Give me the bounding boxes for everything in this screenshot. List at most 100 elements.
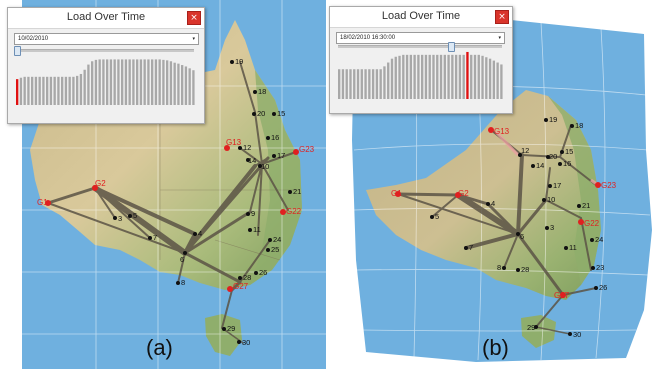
load-bar [49, 76, 53, 105]
load-bar [154, 59, 158, 105]
svg-text:15: 15 [277, 109, 285, 118]
svg-text:11: 11 [253, 225, 261, 234]
svg-text:G13: G13 [226, 138, 242, 147]
close-button[interactable]: × [187, 11, 201, 25]
load-bar [447, 54, 450, 99]
svg-text:6: 6 [180, 255, 184, 264]
time-slider-thumb[interactable] [14, 46, 21, 56]
load-bar [38, 76, 41, 105]
load-bar [402, 54, 405, 99]
load-bar [91, 61, 94, 105]
load-bar [458, 54, 462, 99]
load-bar [98, 59, 101, 105]
load-bar [432, 54, 435, 99]
svg-text:G22: G22 [286, 207, 302, 216]
svg-text:23: 23 [596, 263, 604, 272]
mainland [366, 90, 601, 300]
load-bar [27, 76, 30, 105]
svg-text:29: 29 [527, 323, 535, 332]
date-dropdown[interactable]: 10/02/2010 ▾ [14, 33, 199, 45]
load-bar-chart [338, 51, 504, 99]
svg-text:17: 17 [277, 151, 285, 160]
figure-caption-a: (a) [146, 335, 173, 360]
svg-text:G1: G1 [37, 198, 48, 207]
load-bar [139, 59, 143, 105]
load-bar [405, 54, 409, 99]
figure-caption-b: (b) [482, 335, 509, 360]
svg-text:17: 17 [553, 181, 561, 190]
svg-text:7: 7 [469, 243, 473, 252]
load-bar [177, 63, 180, 105]
window-titlebar[interactable]: Load Over Time × [8, 8, 204, 29]
load-bar [375, 69, 379, 99]
load-bar [136, 59, 139, 105]
load-bar [102, 59, 105, 105]
load-bar [19, 77, 23, 105]
svg-text:14: 14 [536, 161, 544, 170]
load-bar [485, 57, 488, 99]
tasmania [205, 314, 242, 356]
load-bar [390, 58, 394, 99]
svg-text:19: 19 [549, 115, 557, 124]
load-bar [158, 59, 161, 105]
svg-text:10: 10 [547, 195, 555, 204]
load-bar [76, 75, 79, 105]
load-bar [364, 69, 367, 99]
svg-text:4: 4 [198, 229, 202, 238]
load-bar [428, 54, 431, 99]
load-bar [46, 76, 49, 105]
load-bar [169, 61, 173, 105]
svg-text:20: 20 [549, 152, 557, 161]
load-bar [83, 69, 86, 105]
close-button[interactable]: × [495, 10, 509, 24]
svg-text:G27: G27 [554, 291, 570, 300]
time-slider-thumb[interactable] [448, 42, 455, 52]
svg-text:G27: G27 [233, 282, 249, 291]
svg-text:14: 14 [248, 156, 256, 165]
load-bar-current [16, 79, 19, 105]
load-bar [57, 76, 60, 105]
load-bar-current [466, 51, 469, 99]
load-bar [379, 69, 382, 99]
load-bar [31, 76, 34, 105]
svg-text:12: 12 [243, 143, 251, 152]
load-bar [113, 59, 116, 105]
load-bar [151, 59, 154, 105]
svg-text:28: 28 [243, 273, 251, 282]
load-bar [338, 69, 341, 99]
load-bar [181, 65, 184, 105]
load-bar [345, 69, 348, 99]
load-bar [128, 59, 131, 105]
network-nodes-b [430, 118, 598, 336]
load-bar [488, 58, 492, 99]
load-bar [462, 54, 465, 99]
load-bar [443, 54, 446, 99]
network-nodes-a [113, 60, 292, 344]
svg-text:8: 8 [497, 263, 501, 272]
load-over-time-window-b: Load Over Time × 18/02/2010 16:30:00 ▾ [329, 6, 513, 114]
load-bar [477, 54, 480, 99]
load-bar [387, 62, 390, 99]
svg-text:24: 24 [273, 235, 281, 244]
svg-text:26: 26 [599, 283, 607, 292]
date-dropdown-value: 18/02/2010 16:30:00 [340, 35, 396, 41]
load-bar [451, 54, 454, 99]
load-bar [87, 64, 90, 105]
svg-text:G13: G13 [494, 127, 510, 136]
load-bar [147, 59, 150, 105]
svg-text:3: 3 [550, 223, 554, 232]
date-dropdown[interactable]: 18/02/2010 16:30:00 ▾ [336, 32, 505, 44]
window-title: Load Over Time [66, 11, 146, 23]
chevron-down-icon: ▾ [192, 36, 195, 42]
load-bar [61, 76, 64, 105]
load-bar [398, 55, 401, 99]
load-bar [394, 56, 397, 99]
time-slider-track[interactable] [338, 45, 502, 48]
time-slider-track[interactable] [16, 49, 194, 52]
date-dropdown-value: 10/02/2010 [18, 36, 49, 42]
svg-text:11: 11 [569, 243, 577, 252]
window-titlebar[interactable]: Load Over Time × [330, 7, 512, 28]
svg-text:21: 21 [582, 201, 590, 210]
svg-text:19: 19 [235, 57, 243, 66]
load-bar [492, 60, 496, 99]
